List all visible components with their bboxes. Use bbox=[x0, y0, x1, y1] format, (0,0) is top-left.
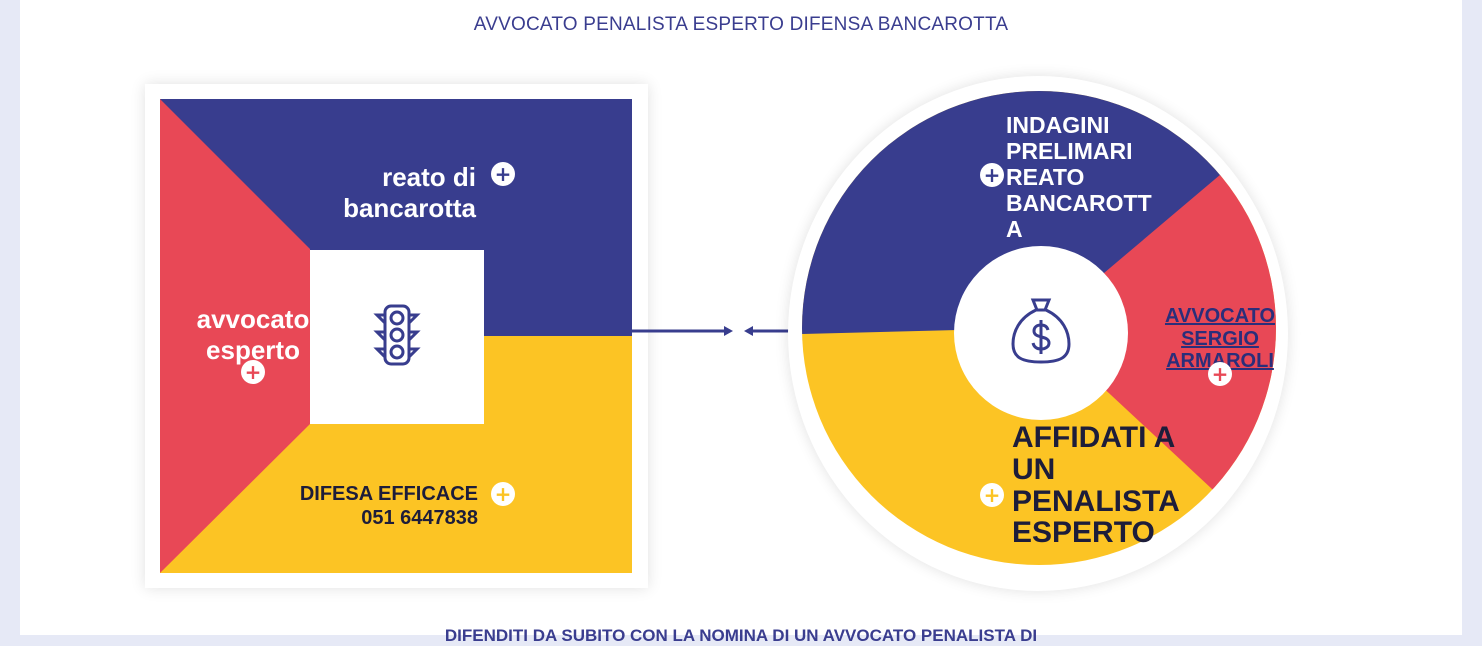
circle-right-label-line: ARMAROLI bbox=[1160, 350, 1280, 373]
square-top-label-line2: bancarotta bbox=[343, 192, 476, 223]
square-left-label: avvocato esperto bbox=[186, 305, 320, 364]
circle-right-label-line: SERGIO bbox=[1181, 327, 1259, 350]
armaroli-plus-icon[interactable]: + bbox=[1208, 362, 1232, 386]
reato-bancarotta-plus-icon[interactable]: + bbox=[491, 162, 515, 186]
square-left-label-line1: avvocato bbox=[196, 304, 310, 334]
circle-center-box bbox=[954, 246, 1128, 420]
footer-heading: DIFENDITI DA SUBITO CON LA NOMINA DI UN … bbox=[444, 626, 1038, 645]
difesa-efficace-plus-icon[interactable]: + bbox=[491, 482, 515, 506]
circle-top-label: INDAGINI PRELIMARI REATO BANCAROTT A bbox=[1006, 112, 1152, 242]
circle-top-label-line: A bbox=[1006, 215, 1023, 242]
connector-arrows bbox=[632, 326, 808, 336]
phone-number[interactable]: 051 6447838 bbox=[361, 507, 478, 529]
square-top-label-line1: reato di bbox=[382, 162, 476, 192]
circle-top-label-line: REATO bbox=[1006, 163, 1085, 190]
circle-top-label-line: PRELIMARI bbox=[1006, 137, 1133, 164]
circle-bottom-label-line: ESPERTO bbox=[1012, 516, 1155, 550]
avvocato-sergio-armaroli-link[interactable]: AVVOCATO SERGIO ARMAROLI bbox=[1160, 305, 1280, 373]
circle-right-label-line: AVVOCATO bbox=[1164, 305, 1275, 327]
square-bottom-label: DIFESA EFFICACE 051 6447838 bbox=[290, 483, 478, 529]
square-center-box bbox=[310, 250, 484, 424]
circle-blue-section bbox=[802, 91, 1276, 334]
circle-bottom-label-line: PENALISTA bbox=[1012, 484, 1180, 518]
circle-bottom-label-line: UN bbox=[1012, 452, 1056, 486]
square-top-label: reato di bancarotta bbox=[330, 163, 476, 222]
money-bag-icon bbox=[1009, 296, 1073, 371]
avvocato-esperto-plus-icon[interactable]: + bbox=[241, 360, 265, 384]
page-subtitle: AVVOCATO PENALISTA ESPERTO DIFENSA BANCA… bbox=[473, 14, 1009, 35]
indagini-plus-icon[interactable]: + bbox=[980, 163, 1004, 187]
circle-bottom-label-line: AFFIDATI A bbox=[1012, 421, 1176, 454]
square-diagram bbox=[160, 99, 632, 573]
square-red-section bbox=[160, 99, 310, 573]
circle-top-label-line: BANCAROTT bbox=[1006, 189, 1152, 216]
square-bottom-label-line1: DIFESA EFFICACE bbox=[299, 483, 478, 505]
square-left-label-line2: esperto bbox=[206, 334, 300, 365]
traffic-light-icon bbox=[373, 303, 421, 372]
circle-bottom-label: AFFIDATI A UN PENALISTA ESPERTO bbox=[1012, 422, 1180, 549]
circle-top-label-line: INDAGINI bbox=[1006, 112, 1110, 138]
circle-red-section bbox=[1039, 169, 1276, 565]
affidati-plus-icon[interactable]: + bbox=[980, 483, 1004, 507]
circle-diagram bbox=[802, 91, 1276, 565]
